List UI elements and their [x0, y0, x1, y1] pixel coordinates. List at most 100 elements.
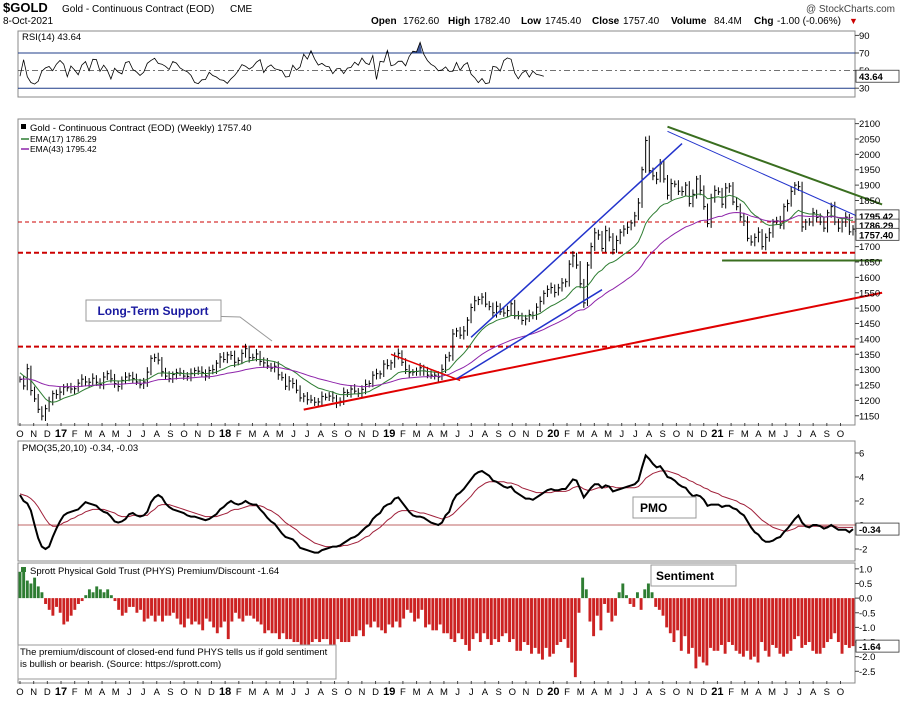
- sentiment-x-label: J: [619, 687, 624, 698]
- sentiment-bar: [427, 598, 431, 625]
- price-x-label: A: [646, 429, 653, 440]
- sentiment-bar: [460, 598, 464, 640]
- sentiment-bar: [508, 598, 512, 643]
- sentiment-bar: [464, 598, 468, 645]
- price-y-tick-label: 1150: [859, 411, 879, 422]
- sentiment-bar: [226, 598, 230, 640]
- sentiment-bar: [442, 598, 446, 634]
- volume-label: Volume: [671, 16, 707, 27]
- sentiment-bar: [80, 598, 84, 602]
- sentiment-x-label: N: [687, 687, 694, 698]
- sentiment-x-label: 17: [55, 686, 67, 698]
- sentiment-bar: [241, 598, 245, 622]
- price-x-label: A: [263, 429, 270, 440]
- price-x-label: S: [660, 429, 666, 440]
- rsi-y-tick-label: 90: [859, 31, 870, 42]
- sentiment-bar: [672, 598, 676, 643]
- sentiment-bar: [705, 598, 709, 666]
- price-x-label: A: [427, 429, 434, 440]
- price-x-label: F: [400, 429, 406, 440]
- sentiment-bar: [500, 598, 504, 637]
- sentiment-bar: [489, 598, 493, 645]
- sentiment-bar: [497, 598, 501, 643]
- sentiment-x-label: A: [99, 687, 106, 698]
- sentiment-bar: [833, 598, 837, 634]
- sentiment-bar: [690, 598, 694, 648]
- sentiment-bar: [657, 598, 661, 610]
- sentiment-bar: [734, 598, 738, 651]
- sentiment-bar: [135, 598, 139, 613]
- price-x-label: J: [305, 429, 310, 440]
- sentiment-bar: [303, 598, 307, 648]
- sentiment-bar: [639, 598, 643, 610]
- price-x-label: J: [633, 429, 638, 440]
- sentiment-bar: [361, 598, 365, 637]
- sentiment-bar: [482, 598, 486, 634]
- price-x-label: D: [536, 429, 543, 440]
- ema17-legend: EMA(17) 1786.29: [30, 134, 97, 144]
- sentiment-x-label: M: [249, 687, 257, 698]
- sentiment-x-label: D: [372, 687, 379, 698]
- sentiment-bar: [709, 598, 712, 648]
- sentiment-x-label: 21: [711, 686, 723, 698]
- sentiment-bar: [347, 598, 351, 643]
- price-y-tick-label: 2000: [859, 150, 880, 161]
- sentiment-bar: [310, 598, 314, 643]
- sentiment-y-tick-label: 0.5: [859, 579, 872, 590]
- price-y-tick-label: 1200: [859, 396, 880, 407]
- price-x-label: D: [208, 429, 215, 440]
- sentiment-bar: [340, 598, 343, 643]
- sentiment-bar: [113, 598, 117, 602]
- sentiment-last-value-box: [855, 639, 900, 653]
- price-x-label: M: [276, 429, 284, 440]
- price-y-tick-label: 1450: [859, 319, 880, 330]
- sentiment-bar: [617, 592, 621, 599]
- sentiment-x-label: D: [44, 687, 51, 698]
- price-x-label: N: [194, 429, 201, 440]
- price-y-tick-label: 1400: [859, 334, 880, 345]
- price-x-label: D: [372, 429, 379, 440]
- sentiment-x-label: N: [358, 687, 365, 698]
- sentiment-bar: [383, 598, 387, 634]
- sentiment-bar: [55, 598, 58, 607]
- chart-header: $GOLD Gold - Continuous Contract (EOD) C…: [3, 0, 895, 27]
- price-x-label: 19: [383, 428, 395, 440]
- sentiment-x-label: O: [509, 687, 516, 698]
- sentiment-bar: [292, 598, 296, 643]
- sentiment-x-label: 20: [547, 686, 559, 698]
- open-value: 1762.60: [403, 16, 440, 27]
- close-label: Close: [592, 16, 620, 27]
- sentiment-bar: [29, 583, 33, 599]
- sentiment-x-label: M: [768, 687, 776, 698]
- sentiment-x-label: M: [577, 687, 585, 698]
- sentiment-bar: [741, 598, 745, 657]
- sentiment-bar: [438, 598, 442, 625]
- price-y-tick-label: 2050: [859, 134, 880, 145]
- sentiment-bar: [756, 598, 760, 663]
- sentiment-bar: [139, 598, 143, 610]
- sentiment-bar: [698, 598, 702, 657]
- phys-note-box: The premium/discount of closed-end fund …: [17, 644, 337, 680]
- sentiment-x-label: O: [16, 687, 23, 698]
- price-x-label: J: [127, 429, 132, 440]
- sentiment-bar: [522, 598, 526, 643]
- price-x-label: J: [141, 429, 146, 440]
- sentiment-callout: Sentiment: [650, 564, 737, 587]
- price-x-label: O: [673, 429, 680, 440]
- sentiment-bar: [204, 598, 208, 619]
- sentiment-x-label: J: [127, 687, 132, 698]
- sentiment-x-label: O: [673, 687, 680, 698]
- sentiment-bar: [836, 598, 840, 643]
- price-x-label: J: [455, 429, 460, 440]
- sentiment-bar: [62, 598, 66, 625]
- price-x-label: 20: [547, 428, 559, 440]
- price-y-tick-label: 1550: [859, 288, 880, 299]
- sentiment-x-label: D: [536, 687, 543, 698]
- price-x-label: S: [495, 429, 501, 440]
- sentiment-x-label: S: [824, 687, 830, 698]
- sentiment-bar: [621, 583, 625, 599]
- pmo-callout: PMO: [632, 496, 697, 519]
- chart-date: 8-Oct-2021: [3, 16, 53, 27]
- blue-declining-trendline: [667, 130, 857, 217]
- volume-value: 84.4M: [714, 16, 742, 27]
